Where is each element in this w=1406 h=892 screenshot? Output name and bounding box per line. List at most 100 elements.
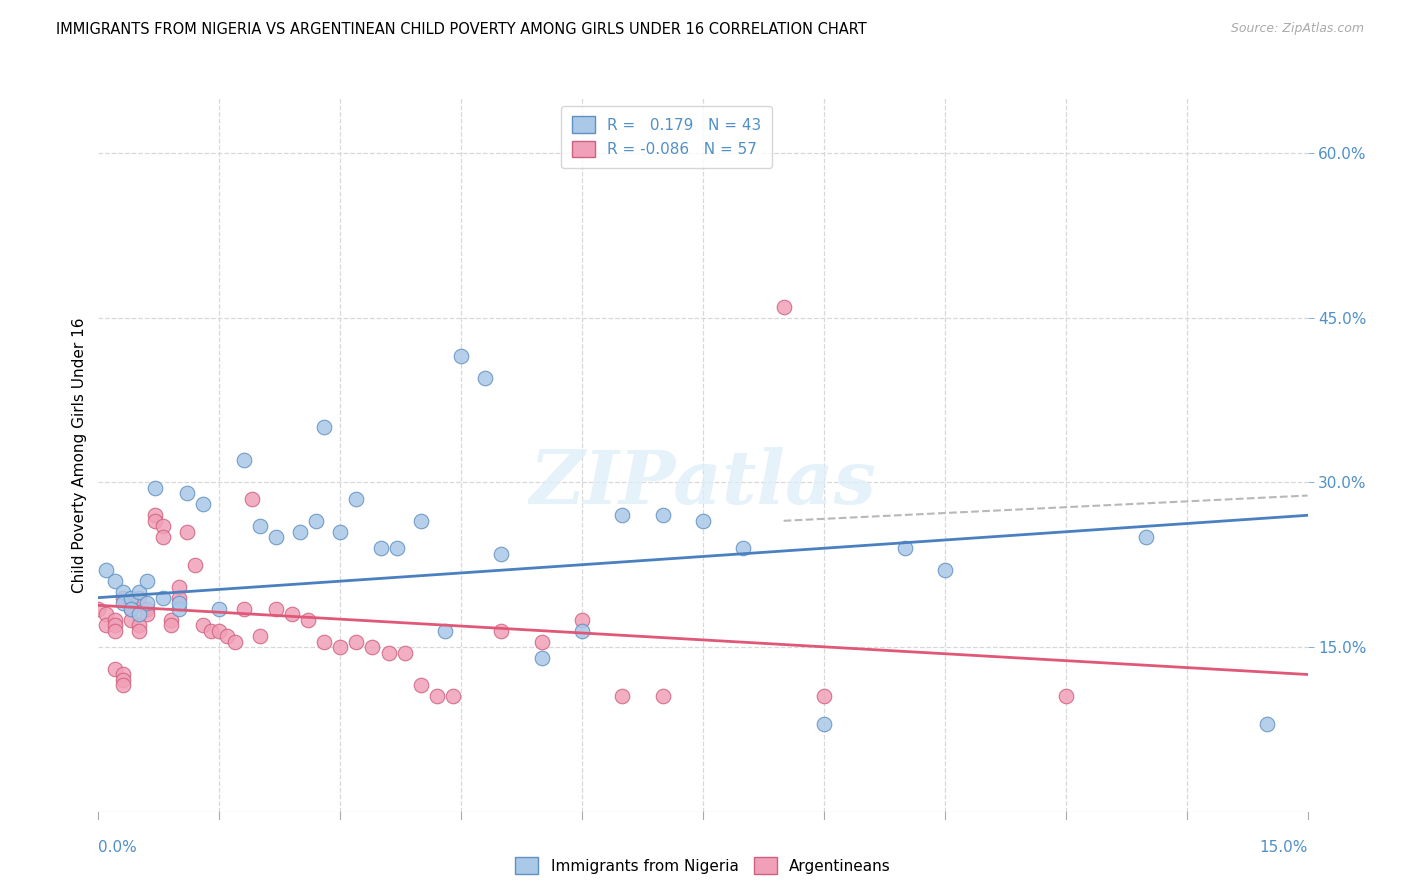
Point bbox=[120, 591, 142, 605]
Text: ZIPatlas: ZIPatlas bbox=[530, 447, 876, 520]
Point bbox=[152, 591, 174, 605]
Point bbox=[120, 601, 142, 615]
Point bbox=[249, 629, 271, 643]
Point bbox=[143, 508, 166, 523]
Point bbox=[200, 624, 222, 638]
Point bbox=[344, 491, 367, 506]
Point bbox=[103, 624, 125, 638]
Point bbox=[167, 580, 190, 594]
Point bbox=[193, 618, 215, 632]
Point bbox=[103, 613, 125, 627]
Point bbox=[152, 530, 174, 544]
Point bbox=[128, 624, 150, 638]
Point bbox=[111, 673, 134, 687]
Point bbox=[143, 514, 166, 528]
Point bbox=[651, 508, 673, 523]
Point bbox=[128, 591, 150, 605]
Point bbox=[426, 690, 449, 704]
Point bbox=[217, 629, 239, 643]
Point bbox=[193, 497, 215, 511]
Point bbox=[377, 646, 399, 660]
Point bbox=[297, 613, 319, 627]
Point bbox=[329, 524, 352, 539]
Point bbox=[96, 563, 118, 577]
Point bbox=[934, 563, 956, 577]
Point bbox=[167, 601, 190, 615]
Point bbox=[249, 519, 271, 533]
Point bbox=[305, 514, 328, 528]
Point bbox=[491, 547, 513, 561]
Point bbox=[103, 662, 125, 676]
Point bbox=[281, 607, 304, 621]
Point bbox=[1135, 530, 1157, 544]
Point bbox=[111, 596, 134, 610]
Text: IMMIGRANTS FROM NIGERIA VS ARGENTINEAN CHILD POVERTY AMONG GIRLS UNDER 16 CORREL: IMMIGRANTS FROM NIGERIA VS ARGENTINEAN C… bbox=[56, 22, 868, 37]
Point bbox=[160, 618, 183, 632]
Point bbox=[96, 607, 118, 621]
Point bbox=[361, 640, 384, 654]
Point bbox=[208, 624, 231, 638]
Point bbox=[111, 678, 134, 692]
Point bbox=[232, 453, 254, 467]
Point bbox=[733, 541, 755, 556]
Point bbox=[208, 601, 231, 615]
Text: 15.0%: 15.0% bbox=[1260, 840, 1308, 855]
Legend: R =   0.179   N = 43, R = -0.086   N = 57: R = 0.179 N = 43, R = -0.086 N = 57 bbox=[561, 106, 772, 168]
Point bbox=[128, 618, 150, 632]
Point bbox=[491, 624, 513, 638]
Point bbox=[612, 508, 634, 523]
Point bbox=[813, 717, 835, 731]
Point bbox=[441, 690, 464, 704]
Point bbox=[135, 607, 157, 621]
Point bbox=[1054, 690, 1077, 704]
Point bbox=[111, 667, 134, 681]
Point bbox=[772, 300, 794, 314]
Point bbox=[96, 618, 118, 632]
Point bbox=[612, 690, 634, 704]
Point bbox=[240, 491, 263, 506]
Point bbox=[314, 420, 336, 434]
Point bbox=[409, 514, 432, 528]
Point bbox=[314, 634, 336, 648]
Point bbox=[224, 634, 246, 648]
Text: Source: ZipAtlas.com: Source: ZipAtlas.com bbox=[1230, 22, 1364, 36]
Point bbox=[143, 481, 166, 495]
Point bbox=[176, 524, 198, 539]
Point bbox=[128, 585, 150, 599]
Point bbox=[111, 585, 134, 599]
Point bbox=[152, 519, 174, 533]
Point bbox=[571, 624, 593, 638]
Point bbox=[232, 601, 254, 615]
Point bbox=[530, 634, 553, 648]
Point bbox=[176, 486, 198, 500]
Point bbox=[128, 607, 150, 621]
Point bbox=[135, 601, 157, 615]
Point bbox=[1256, 717, 1278, 731]
Point bbox=[530, 651, 553, 665]
Point bbox=[103, 574, 125, 589]
Y-axis label: Child Poverty Among Girls Under 16: Child Poverty Among Girls Under 16 bbox=[72, 318, 87, 592]
Point bbox=[111, 591, 134, 605]
Point bbox=[344, 634, 367, 648]
Point bbox=[893, 541, 915, 556]
Point bbox=[120, 596, 142, 610]
Point bbox=[434, 624, 457, 638]
Point bbox=[135, 596, 157, 610]
Text: 0.0%: 0.0% bbox=[98, 840, 138, 855]
Point bbox=[87, 601, 110, 615]
Point bbox=[160, 613, 183, 627]
Point bbox=[120, 613, 142, 627]
Legend: Immigrants from Nigeria, Argentineans: Immigrants from Nigeria, Argentineans bbox=[509, 851, 897, 880]
Point bbox=[651, 690, 673, 704]
Point bbox=[692, 514, 714, 528]
Point bbox=[370, 541, 392, 556]
Point bbox=[264, 530, 287, 544]
Point bbox=[103, 618, 125, 632]
Point bbox=[474, 371, 496, 385]
Point bbox=[184, 558, 207, 572]
Point bbox=[120, 601, 142, 615]
Point bbox=[409, 678, 432, 692]
Point bbox=[571, 613, 593, 627]
Point bbox=[385, 541, 408, 556]
Point bbox=[813, 690, 835, 704]
